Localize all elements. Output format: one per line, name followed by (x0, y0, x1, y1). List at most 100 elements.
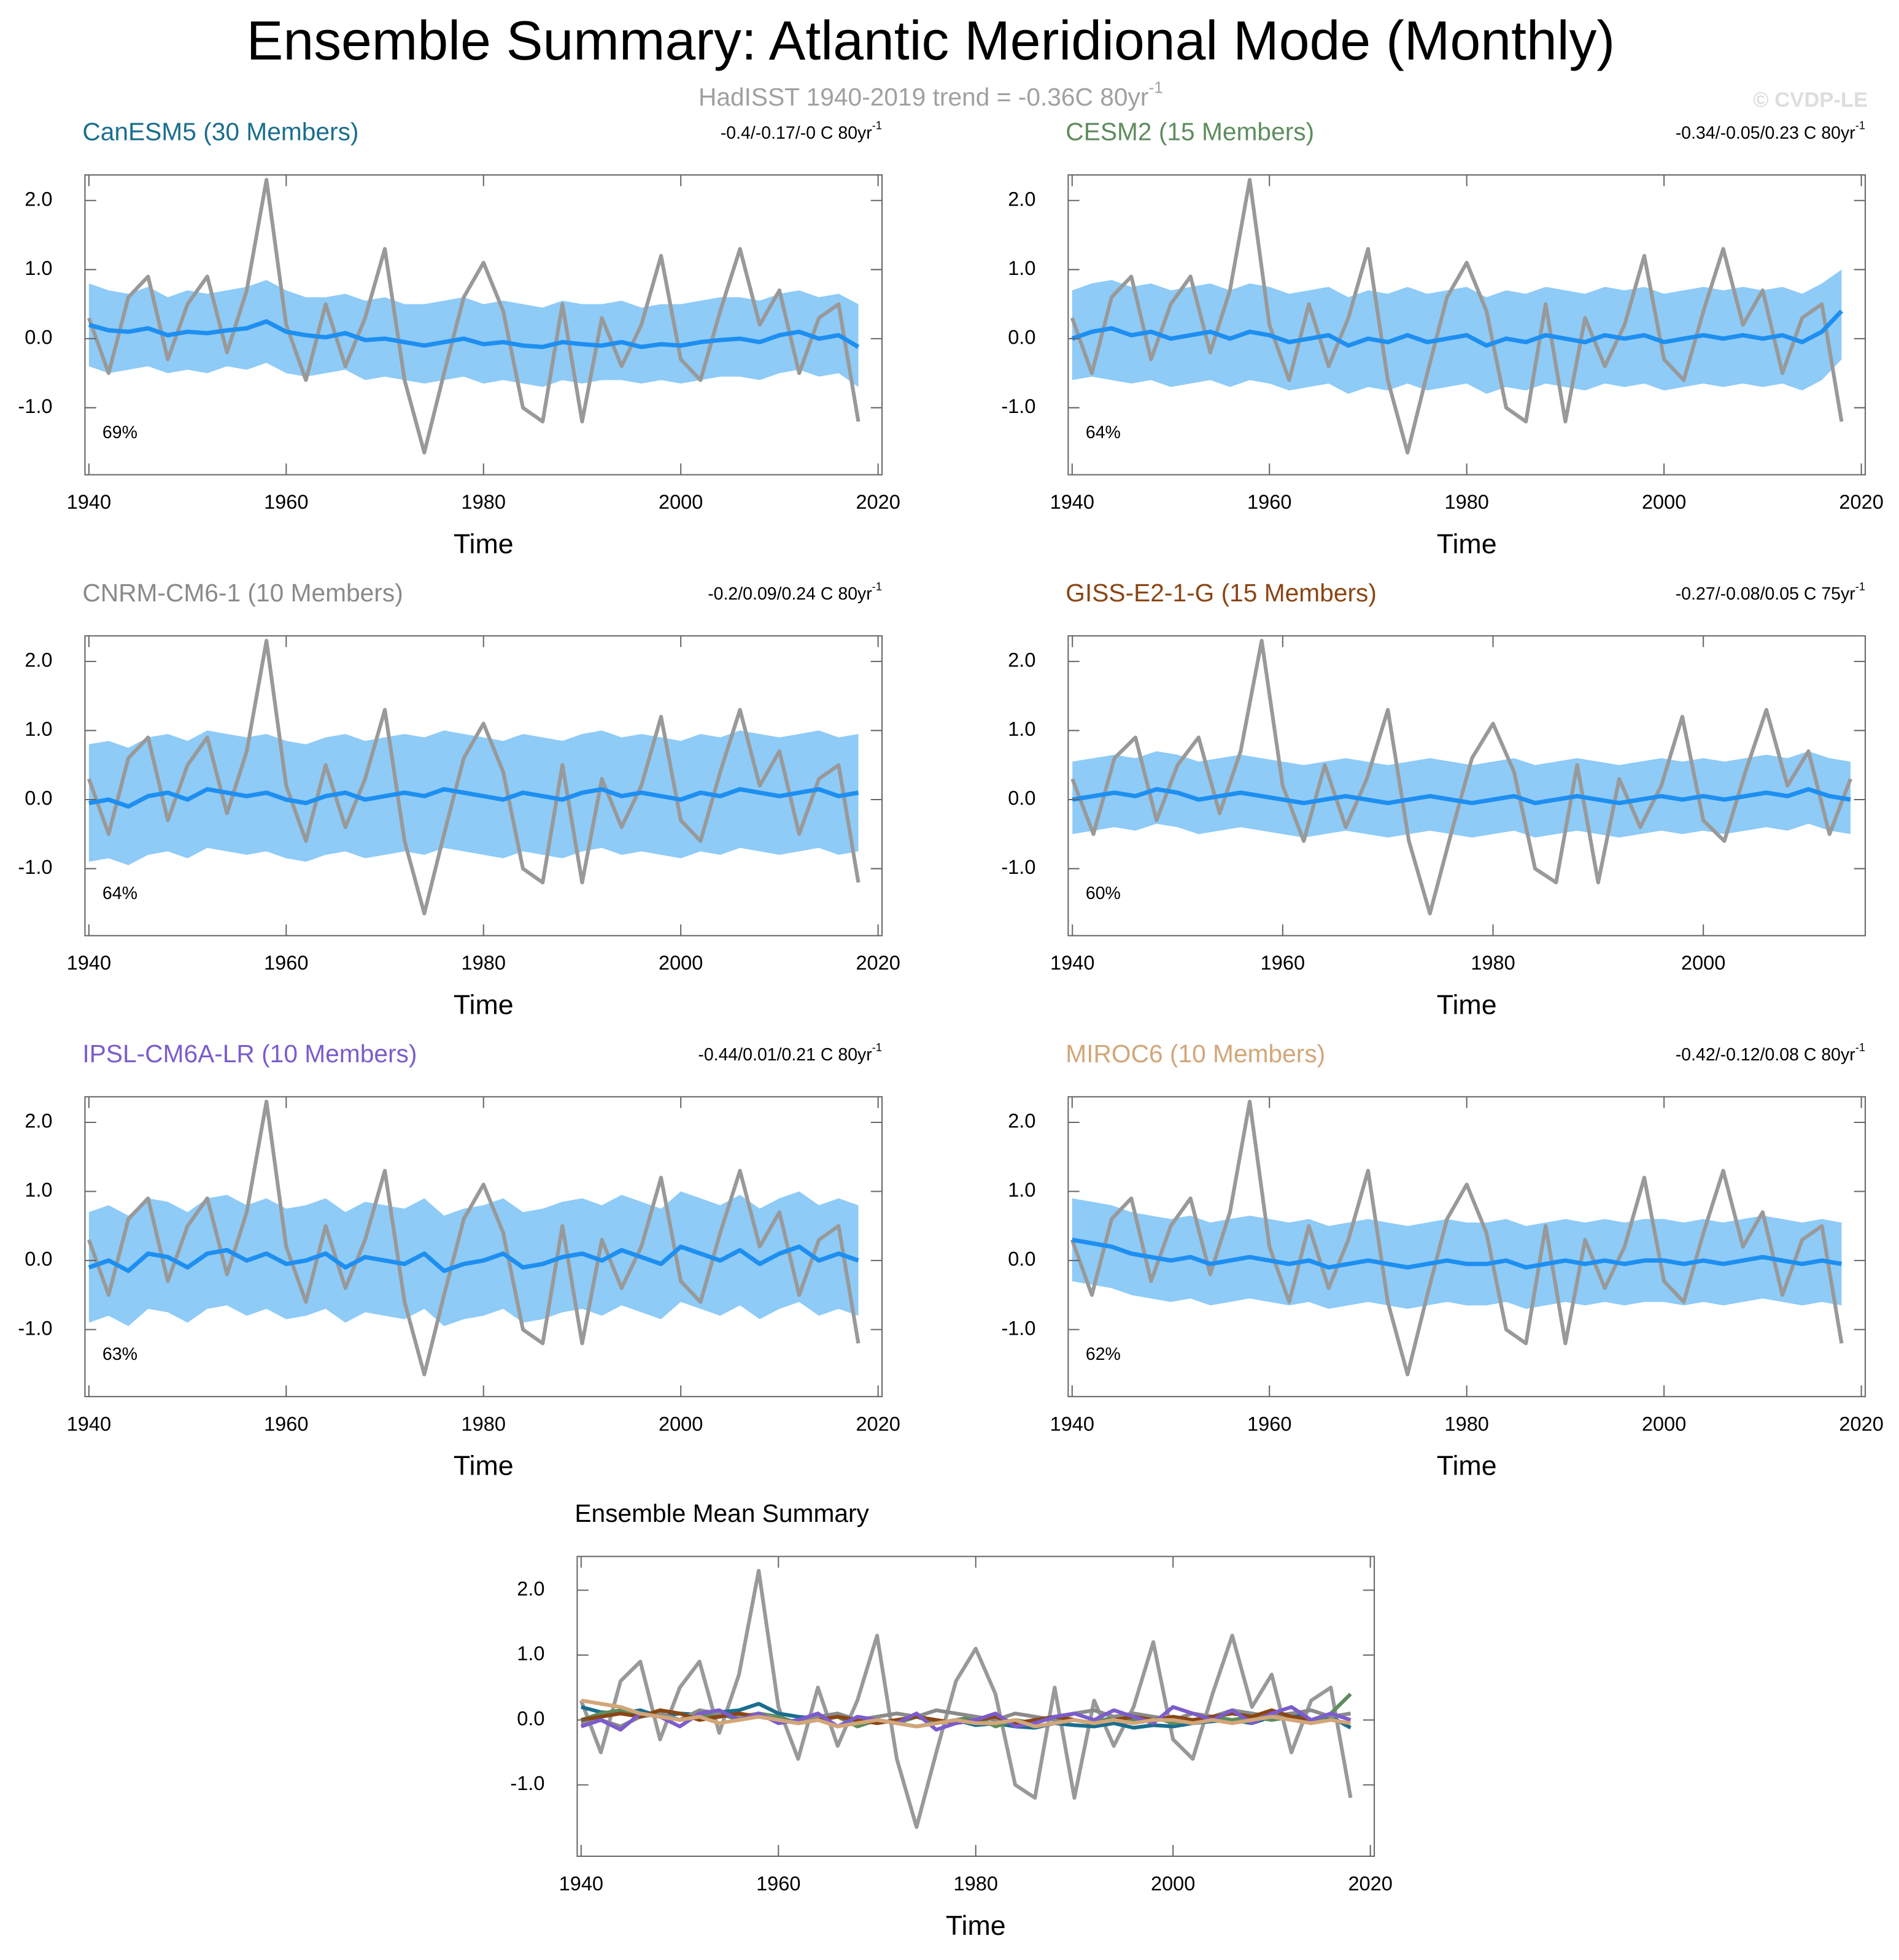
y-tick-label: 0.0 (1008, 787, 1035, 809)
trend-sup: -1 (872, 119, 882, 132)
plot-frame (1067, 635, 1866, 936)
x-tick-label: 1960 (1247, 491, 1291, 513)
panel: IPSL-CM6A-LR (10 Members) -0.44/0.01/0.21… (18, 1040, 900, 1481)
mean-line (580, 1692, 1352, 1729)
observed-line (1070, 177, 1844, 455)
panel-title: CanESM5 (30 Members) (82, 118, 358, 146)
x-tick-label: 1980 (954, 1872, 998, 1894)
observed-line (1070, 639, 1852, 916)
observed-line (87, 177, 861, 455)
mean-line (88, 1244, 859, 1273)
trend-sup: -1 (1855, 580, 1865, 593)
x-axis-label: Time (1437, 990, 1497, 1021)
x-tick-label: 1940 (1050, 491, 1094, 513)
y-tick-label: 0.0 (25, 326, 52, 348)
y-tick-label: 2.0 (1008, 1110, 1035, 1132)
trend-text: -0.27/-0.08/0.05 C 75yr (1676, 584, 1855, 604)
y-tick-label: -1.0 (510, 1772, 544, 1794)
panel-title: CNRM-CM6-1 (10 Members) (82, 579, 403, 607)
observed-line (579, 1568, 1353, 1829)
subtitle-sup: -1 (1148, 79, 1163, 97)
y-tick-label: 2.0 (1008, 188, 1035, 210)
x-tick-label: 2000 (659, 952, 703, 974)
x-tick-label: 1960 (1261, 952, 1305, 974)
x-axis-label: Time (1437, 528, 1497, 559)
x-tick-label: 2000 (659, 1413, 703, 1435)
x-tick-label: 2020 (856, 1413, 900, 1435)
x-tick-label: 2000 (659, 491, 703, 513)
x-axis-label: Time (454, 528, 514, 559)
x-tick-label: 2020 (856, 952, 900, 974)
mean-line (88, 787, 859, 809)
panel-title: Ensemble Mean Summary (574, 1499, 869, 1527)
percent-label: 62% (1086, 1345, 1121, 1364)
y-tick-label: 1.0 (25, 1179, 52, 1201)
trend-text: -0.42/-0.12/0.08 C 80yr (1676, 1045, 1855, 1065)
x-tick-label: 1960 (264, 491, 308, 513)
percent-label: 60% (1086, 884, 1121, 903)
y-tick-label: 2.0 (25, 649, 52, 671)
trend-label: -0.34/-0.05/0.23 C 80yr-1 (1676, 119, 1865, 143)
trend-label: -0.27/-0.08/0.05 C 75yr-1 (1676, 580, 1865, 604)
x-tick-label: 1940 (559, 1872, 603, 1894)
x-tick-label: 1940 (1050, 952, 1094, 974)
x-tick-label: 1940 (67, 1413, 111, 1435)
observed-line (1070, 1100, 1844, 1376)
y-tick-label: 0.0 (517, 1707, 544, 1729)
y-tick-label: 1.0 (1008, 1179, 1035, 1201)
x-tick-label: 2000 (1681, 952, 1725, 974)
trend-text: -0.34/-0.05/0.23 C 80yr (1676, 123, 1855, 142)
y-tick-label: -1.0 (18, 856, 52, 878)
figure-title: Ensemble Summary: Atlantic Meridional Mo… (247, 10, 1615, 71)
trend-sup: -1 (1855, 119, 1865, 132)
x-axis-label: Time (946, 1910, 1006, 1941)
x-tick-label: 1960 (1247, 1413, 1291, 1435)
panel-title: GISS-E2-1-G (15 Members) (1066, 579, 1377, 607)
subtitle-text: HadISST 1940-2019 trend = -0.36C 80yr (698, 83, 1149, 111)
panel-title: IPSL-CM6A-LR (10 Members) (82, 1040, 417, 1068)
x-tick-label: 2020 (1839, 1413, 1883, 1435)
y-tick-label: -1.0 (1001, 856, 1035, 878)
x-tick-label: 1960 (264, 1413, 308, 1435)
trend-text: -0.2/0.09/0.24 C 80yr (708, 584, 872, 604)
y-tick-label: -1.0 (1001, 395, 1035, 417)
trend-sup: -1 (872, 1041, 882, 1054)
x-tick-label: 1940 (67, 952, 111, 974)
y-tick-label: 2.0 (517, 1578, 544, 1600)
x-tick-label: 2020 (1839, 491, 1883, 513)
percent-label: 64% (1086, 423, 1121, 442)
trend-label: -0.2/0.09/0.24 C 80yr-1 (708, 580, 882, 604)
observed-line (87, 639, 861, 916)
trend-sup: -1 (1855, 1041, 1865, 1054)
ensemble-range (88, 280, 859, 387)
panel: CNRM-CM6-1 (10 Members) -0.2/0.09/0.24 C … (18, 579, 900, 1021)
x-tick-label: 1940 (1050, 1413, 1094, 1435)
trend-sup: -1 (872, 580, 882, 593)
y-tick-label: 1.0 (1008, 718, 1035, 740)
y-tick-label: 2.0 (1008, 649, 1035, 671)
panel: GISS-E2-1-G (15 Members) -0.27/-0.08/0.05… (1001, 579, 1866, 1021)
plot-frame (576, 1556, 1375, 1857)
x-tick-label: 1980 (462, 952, 506, 974)
x-tick-label: 1960 (264, 952, 308, 974)
x-tick-label: 1940 (67, 491, 111, 513)
ensemble-range (88, 1191, 859, 1327)
panel-title: CESM2 (15 Members) (1066, 118, 1314, 146)
trend-text: -0.44/0.01/0.21 C 80yr (698, 1045, 872, 1065)
x-tick-label: 2020 (1348, 1872, 1392, 1894)
x-tick-label: 2000 (1642, 491, 1686, 513)
y-tick-label: 1.0 (25, 257, 52, 279)
percent-label: 69% (102, 423, 137, 442)
mean-line (581, 1699, 1352, 1729)
mean-line (88, 319, 860, 349)
trend-label: -0.42/-0.12/0.08 C 80yr-1 (1676, 1041, 1865, 1065)
percent-label: 63% (102, 1345, 137, 1364)
y-tick-label: 1.0 (517, 1643, 544, 1665)
observed-line (87, 1100, 861, 1376)
ensemble-range (1072, 269, 1842, 394)
x-tick-label: 1960 (756, 1872, 800, 1894)
x-tick-label: 2000 (1642, 1413, 1686, 1435)
y-tick-label: 1.0 (1008, 257, 1035, 279)
